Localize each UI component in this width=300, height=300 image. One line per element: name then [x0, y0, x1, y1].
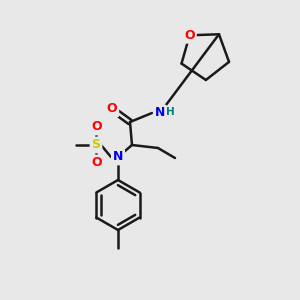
Text: S: S: [92, 139, 100, 152]
Text: O: O: [107, 103, 117, 116]
Text: O: O: [92, 157, 102, 169]
Text: N: N: [155, 106, 165, 119]
Text: O: O: [92, 121, 102, 134]
Text: O: O: [184, 29, 195, 42]
Text: H: H: [166, 107, 174, 117]
Text: N: N: [113, 151, 123, 164]
